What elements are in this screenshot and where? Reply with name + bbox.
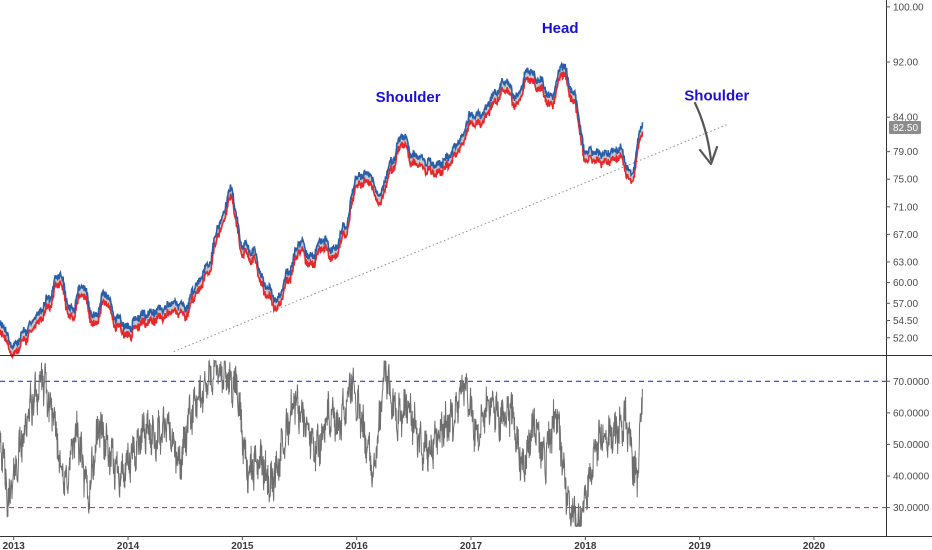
oscillator-tick-label: 30.0000 — [893, 503, 930, 514]
oscillator-tick-label: 60.0000 — [893, 408, 930, 419]
time-tick-label: 2018 — [574, 541, 597, 550]
price-tick-label: 79.00 — [893, 147, 918, 158]
oscillator-tick-label: 50.0000 — [893, 440, 930, 451]
time-tick-label: 2015 — [231, 541, 254, 550]
arrowhead-icon — [698, 145, 719, 166]
price-tick-label: 84.00 — [893, 113, 918, 124]
time-tick-label: 2014 — [117, 541, 140, 550]
price-tick-label: 92.00 — [893, 58, 918, 69]
price-tick-label: 71.00 — [893, 202, 918, 213]
oscillator-line — [0, 358, 643, 527]
time-tick-label: 2019 — [689, 541, 712, 550]
annotation-label: Shoulder — [684, 88, 749, 105]
price-axis[interactable]: 100.00 92.00 84.00 79.00 75.00 71.00 67.00 63.0… — [886, 2, 924, 344]
price-tick-label: 63.00 — [893, 257, 918, 268]
oscillator-panel — [0, 358, 886, 527]
time-tick-label: 2013 — [3, 541, 26, 550]
price-tick-label: 60.00 — [893, 278, 918, 289]
time-tick-label: 2017 — [460, 541, 483, 550]
time-tick-label: 2020 — [803, 541, 826, 550]
upper-price-line — [0, 61, 644, 351]
oscillator-axis[interactable]: 70.0000 60.0000 50.0000 40.0000 30.0000 — [886, 377, 930, 514]
last-price-label: 82.50 — [893, 123, 918, 134]
price-panel: Shoulder Head Shoulder — [0, 20, 749, 360]
price-tick-label: 67.00 — [893, 230, 918, 241]
arrow-icon — [693, 101, 713, 162]
time-axis[interactable]: 2013 2014 2015 2016 2017 2018 2019 2020 — [3, 536, 826, 550]
price-tick-label: 100.00 — [893, 2, 924, 13]
annotation-label: Head — [542, 20, 579, 37]
last-price-badge: 82.50 — [889, 121, 921, 134]
annotation-label: Shoulder — [376, 89, 441, 106]
price-tick-label: 54.50 — [893, 316, 918, 327]
time-tick-label: 2016 — [346, 541, 369, 550]
price-tick-label: 75.00 — [893, 175, 918, 186]
price-tick-label: 57.00 — [893, 299, 918, 310]
lower-price-line — [0, 70, 644, 360]
price-tick-label: 52.00 — [893, 333, 918, 344]
oscillator-tick-label: 70.0000 — [893, 377, 930, 388]
oscillator-tick-label: 40.0000 — [893, 472, 930, 483]
